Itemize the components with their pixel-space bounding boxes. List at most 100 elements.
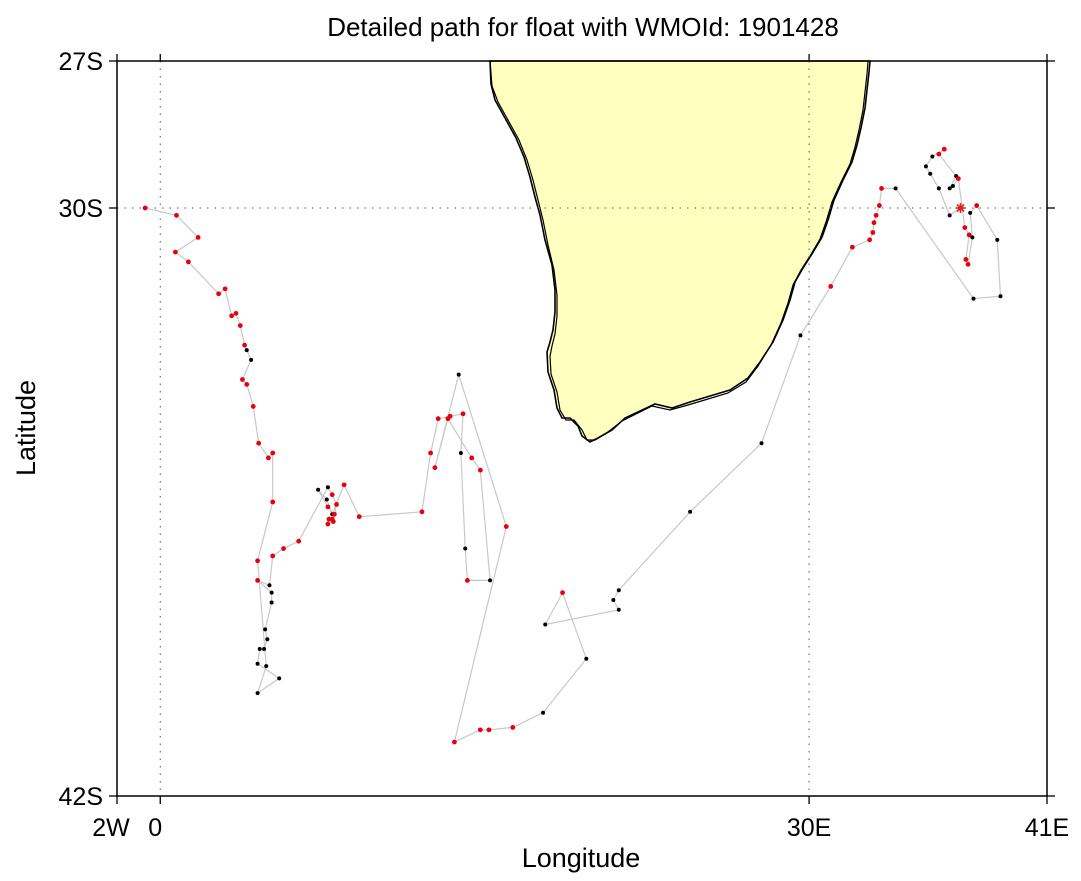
chart-title: Detailed path for float with WMOId: 1901…	[327, 12, 839, 42]
position-point	[229, 313, 235, 319]
position-point	[267, 583, 272, 588]
position-point	[477, 727, 483, 733]
position-point	[326, 516, 332, 522]
position-point	[142, 205, 148, 211]
position-point	[262, 647, 267, 651]
position-point	[356, 514, 362, 520]
position-point	[331, 511, 337, 517]
position-point	[947, 213, 952, 218]
position-point	[419, 509, 425, 515]
position-point	[971, 296, 976, 301]
position-point	[876, 203, 882, 208]
position-point	[611, 598, 616, 602]
position-point	[270, 553, 276, 559]
position-point	[325, 521, 331, 527]
position-point	[955, 176, 961, 182]
position-point	[968, 210, 973, 215]
position-point	[849, 244, 855, 250]
x-tick-label: 41E	[1025, 814, 1069, 842]
position-point	[543, 622, 548, 627]
position-point	[255, 691, 260, 696]
start-position-marker	[955, 203, 966, 213]
position-point	[962, 225, 968, 231]
y-axis-label: Latitude	[11, 380, 41, 476]
position-point	[447, 413, 453, 419]
position-point	[432, 465, 438, 471]
position-point	[970, 235, 975, 240]
position-point	[688, 509, 693, 514]
position-point	[928, 171, 933, 176]
position-point	[330, 519, 336, 524]
position-point	[616, 607, 621, 612]
position-point	[510, 725, 516, 730]
position-point	[458, 451, 463, 455]
position-point	[873, 212, 879, 218]
position-point	[341, 482, 347, 488]
position-point	[879, 186, 884, 191]
y-tick-label: 30S	[59, 195, 103, 223]
position-point	[265, 455, 271, 461]
position-point	[257, 647, 262, 651]
position-point	[240, 377, 245, 382]
position-point	[264, 664, 269, 669]
position-point	[930, 154, 935, 159]
position-point	[486, 727, 492, 733]
position-point	[435, 416, 441, 422]
position-point	[503, 524, 509, 529]
position-point	[237, 323, 243, 328]
position-point	[242, 342, 248, 348]
position-point	[963, 257, 969, 262]
position-point	[870, 230, 876, 235]
position-point	[195, 235, 201, 240]
plot-frame	[116, 60, 1048, 797]
position-point	[325, 504, 331, 510]
position-point	[277, 676, 282, 681]
position-point	[941, 146, 947, 152]
position-point	[296, 538, 302, 544]
position-point	[249, 357, 254, 362]
position-point	[871, 220, 877, 226]
position-point	[469, 455, 475, 461]
position-point	[584, 656, 589, 661]
position-point	[451, 739, 457, 745]
position-point	[936, 151, 942, 157]
position-point	[185, 259, 191, 265]
position-point	[867, 237, 873, 243]
position-point	[269, 600, 274, 605]
position-point	[923, 164, 928, 169]
position-point	[324, 497, 329, 502]
position-point	[255, 558, 260, 564]
x-tick-label: 2W	[92, 814, 130, 842]
axis-ticks: 2W 0 30E 41E 27S 30S 42S	[59, 48, 1070, 842]
position-point	[995, 237, 1000, 242]
position-point	[798, 333, 803, 338]
x-tick-label: 30E	[787, 814, 831, 842]
position-point	[329, 492, 335, 498]
position-point	[998, 294, 1003, 299]
position-point	[334, 502, 339, 507]
position-point	[256, 440, 262, 446]
trajectory-line	[144, 148, 1002, 744]
position-point	[936, 186, 941, 191]
position-point	[281, 546, 286, 551]
position-point	[428, 450, 434, 456]
position-point	[263, 627, 268, 632]
position-point	[950, 183, 955, 188]
land-africa	[489, 60, 871, 443]
position-point	[893, 186, 898, 191]
position-point	[216, 291, 222, 297]
x-axis-label: Longitude	[522, 843, 641, 873]
position-point	[965, 261, 971, 267]
position-point	[269, 590, 274, 595]
position-point	[270, 450, 276, 456]
position-point	[270, 499, 276, 505]
position-point	[250, 404, 256, 409]
start-marker-stroke	[956, 203, 965, 213]
position-point	[828, 284, 834, 289]
position-point	[316, 487, 321, 492]
position-point	[255, 661, 260, 666]
position-point	[325, 485, 330, 490]
position-point	[460, 411, 466, 417]
position-point	[463, 546, 468, 551]
